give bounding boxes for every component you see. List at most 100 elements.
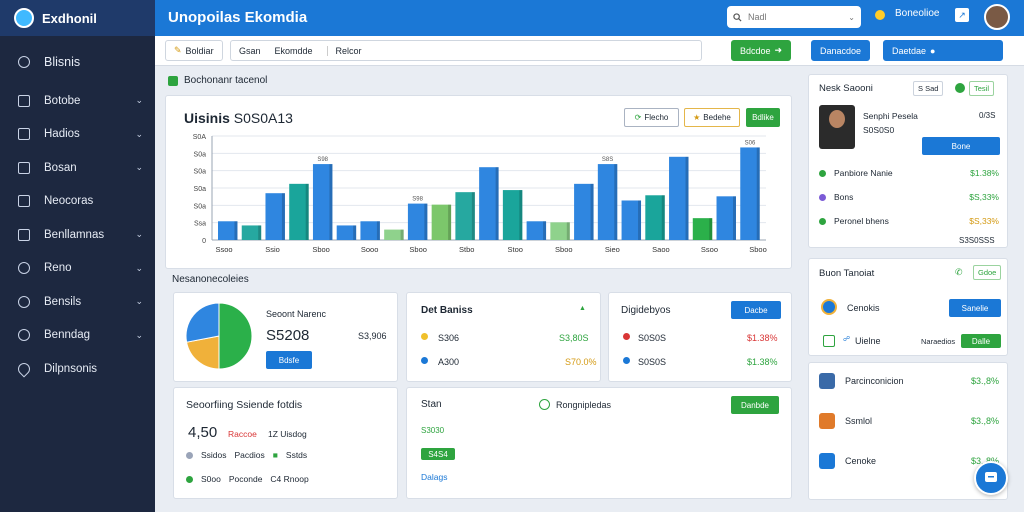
list-row[interactable]: Ssmlol $3.,8%: [819, 411, 999, 431]
chart-bar[interactable]: [645, 195, 665, 240]
chart-bar[interactable]: [716, 196, 736, 240]
y-tick-label: Ssa: [194, 221, 206, 228]
sidebar: Exdhonil Blisnis Botobe ⌄ Hadios ⌄ Bosan ⌄ Neoc…: [0, 0, 155, 512]
x-tick-label: Ssoo: [215, 245, 232, 254]
stan-card-button[interactable]: Danbde: [731, 396, 779, 414]
seo-row-text: Sstds: [285, 450, 308, 460]
pie-slice[interactable]: [185, 302, 220, 343]
chart-bar[interactable]: [669, 156, 689, 240]
list-row[interactable]: Parcinconicion $3.,8%: [819, 371, 999, 391]
sort-icon: ▲: [579, 305, 586, 312]
green-action-button[interactable]: Bdcdoe ➜: [731, 40, 792, 61]
sidebar-item-dilpnsonis[interactable]: Dilpnsonis: [0, 352, 155, 386]
search-input[interactable]: Nadl ⌄: [727, 6, 861, 28]
chart-bar[interactable]: [502, 190, 523, 240]
user-label[interactable]: Boneolioe: [895, 8, 940, 19]
sidebar-item-label: Dilpnsonis: [44, 362, 98, 375]
pie-slice[interactable]: [185, 335, 220, 370]
seo-row-text: Ssidos: [201, 450, 227, 460]
sidebar-item-bensils[interactable]: Bensils ⌄: [0, 285, 155, 319]
avatar[interactable]: [984, 4, 1010, 30]
square-icon: [18, 195, 30, 208]
sidebar-item-bosan[interactable]: Bosan ⌄: [0, 151, 155, 185]
chart-bar-shade: [638, 200, 642, 240]
filter-input[interactable]: Gsan Ekomdde Relcor: [230, 40, 702, 61]
chart-bar[interactable]: [574, 183, 594, 240]
chart-bar[interactable]: [597, 164, 618, 240]
det-row-label: S306: [438, 333, 460, 343]
seo-row-text: Pacdios: [234, 450, 265, 460]
det-card-title: Det Baniss: [421, 305, 473, 316]
brand[interactable]: Exdhonil: [0, 0, 155, 36]
chart-bar[interactable]: [479, 167, 499, 240]
overview-header: Bochonanr tacenol: [168, 75, 267, 86]
y-tick-label: 0: [202, 238, 206, 245]
chart-bar[interactable]: [241, 225, 262, 240]
buon-button-green[interactable]: Dalle: [961, 334, 1001, 348]
bar-annotation: S06: [745, 140, 756, 146]
chat-button[interactable]: [974, 461, 1008, 495]
sidebar-item-neocoras[interactable]: Neocoras: [0, 185, 155, 219]
chart-card: Uisinis S0S0A13 ⟳ Flecho ★ Bedehe Bdlike 0…: [165, 95, 792, 269]
profile-name: Senphi Pesela: [863, 111, 918, 121]
chart-bar[interactable]: [360, 221, 380, 240]
chart-bar[interactable]: [265, 193, 285, 240]
pie-slice[interactable]: [218, 302, 253, 370]
seo-row-text: C4 Rnoop: [270, 474, 309, 484]
profile-row: Bons $S,33%: [819, 189, 999, 205]
dig-card-button[interactable]: Dacbe: [731, 301, 781, 319]
blue-dropdown-button[interactable]: Daetdae ●: [883, 40, 1003, 61]
sidebar-item-blisnis[interactable]: Blisnis: [0, 40, 155, 84]
avatar: [819, 105, 855, 149]
pie-card-button[interactable]: Bdsfe: [266, 351, 312, 369]
bar-chart: 0 Ssa S0a S0a S0a S0a S0A Ssoo Ssio Sboo Sooo Sboo S…: [193, 134, 767, 254]
sidebar-item-botobe[interactable]: Botobe ⌄: [0, 84, 155, 118]
chart-bar-shade: [685, 156, 689, 240]
status-dot-icon: [955, 83, 965, 93]
chart-bar[interactable]: [336, 225, 357, 240]
chart-bar[interactable]: [218, 221, 238, 240]
list-row-label: Cenoke: [845, 456, 877, 466]
det-row-label: A300: [438, 357, 460, 367]
buon-button[interactable]: Sanelie: [949, 299, 1001, 317]
square-icon: [18, 94, 30, 107]
toolbar-button-1[interactable]: ✎ Boldiar: [165, 40, 223, 61]
chart-bar[interactable]: [384, 229, 404, 240]
chart-bar[interactable]: [431, 204, 452, 240]
bdlike-button[interactable]: Bdlike: [746, 108, 780, 127]
badge-label: S Sad: [918, 84, 939, 93]
chevron-down-icon: ⌄: [135, 162, 143, 173]
chart-bar[interactable]: [740, 147, 760, 240]
filter-label: Gsan: [239, 45, 261, 56]
chart-bar[interactable]: [407, 203, 428, 240]
notification-dot-icon[interactable]: [875, 10, 885, 20]
blue-action-button[interactable]: Danacdoe: [811, 40, 871, 61]
sidebar-item-hadios[interactable]: Hadios ⌄: [0, 118, 155, 152]
chart-bar-shade: [471, 192, 475, 240]
chart-bar-shade: [709, 218, 713, 240]
chart-bar[interactable]: [692, 218, 713, 240]
chart-bar[interactable]: [550, 222, 570, 240]
buon-card: Buon Tanoiat ✆ Gdoe Cenokis Sanelie ☍ Ui…: [808, 258, 1008, 356]
chart-bar[interactable]: [455, 192, 475, 240]
stan-link[interactable]: Dalags: [421, 472, 448, 482]
sidebar-item-reno[interactable]: Reno ⌄: [0, 252, 155, 286]
chart-bar[interactable]: [621, 200, 642, 240]
profile-button[interactable]: Bone: [922, 137, 1000, 155]
export-icon[interactable]: ↗: [955, 8, 969, 22]
sidebar-item-benndag[interactable]: Benndag ⌄: [0, 319, 155, 353]
chevron-down-icon: ⌄: [135, 296, 143, 307]
checkbox-icon[interactable]: [823, 335, 835, 347]
bedehe-button[interactable]: ★ Bedehe: [684, 108, 740, 127]
sidebar-item-benllamnas[interactable]: Benllamnas ⌄: [0, 218, 155, 252]
chevron-down-icon: ⌄: [135, 229, 143, 240]
button-label: Bone: [951, 141, 971, 151]
stan-status-label: Rongnipledas: [556, 399, 612, 410]
list-row[interactable]: Cenoke$3.,8%: [819, 451, 999, 471]
chart-bar[interactable]: [526, 221, 547, 240]
check-icon: ■: [272, 450, 278, 460]
chart-bar[interactable]: [312, 164, 333, 240]
flecho-button[interactable]: ⟳ Flecho: [624, 108, 679, 127]
chart-bar[interactable]: [289, 183, 309, 240]
profile-card: Nesk Saooni S Sad Tesil Senphi Pesela S0…: [808, 74, 1008, 248]
